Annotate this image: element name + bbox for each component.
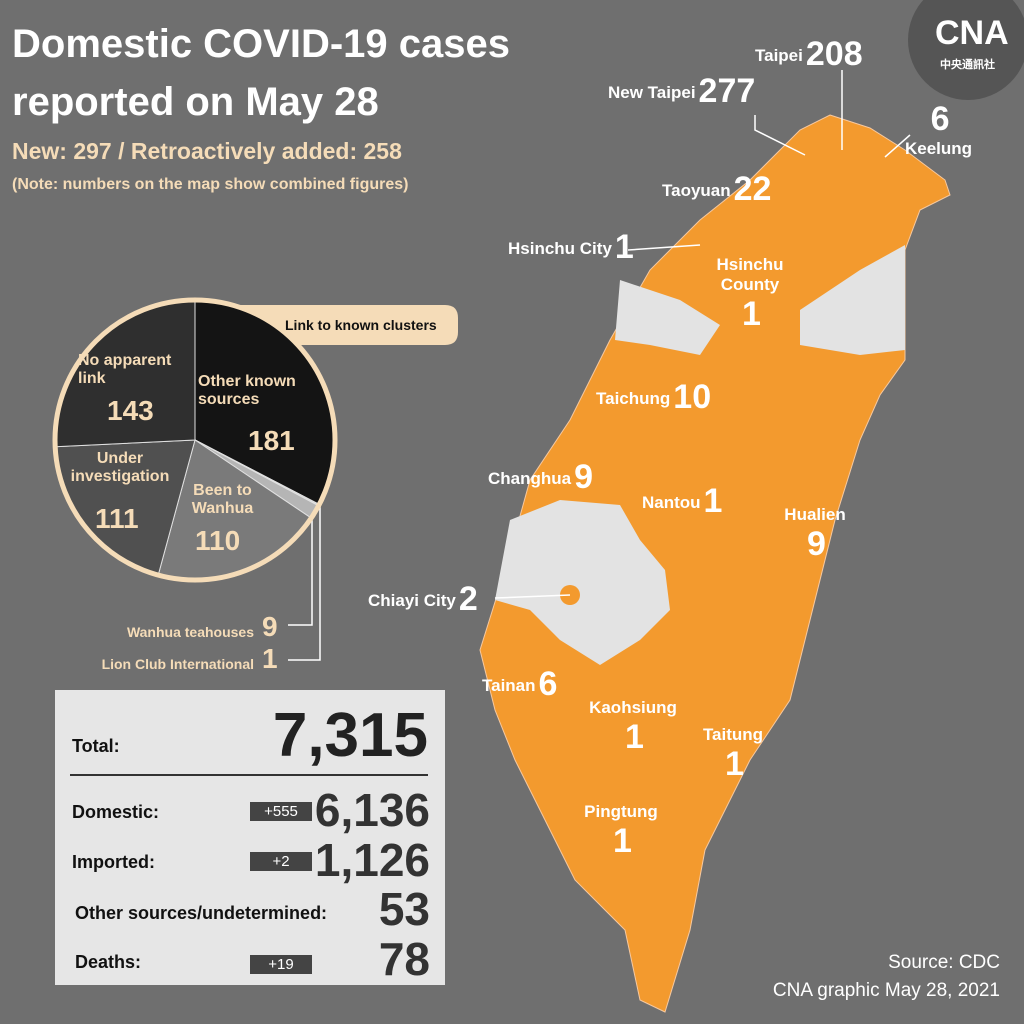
region-count: 9 bbox=[807, 525, 826, 563]
region-name: Hualien bbox=[784, 505, 846, 524]
slice-value: 1 bbox=[262, 643, 278, 674]
row-change: +19 bbox=[250, 955, 312, 974]
region-name: Tainan bbox=[482, 676, 536, 695]
row-change: +2 bbox=[250, 852, 312, 871]
region-count: 9 bbox=[574, 458, 594, 496]
region-count: 208 bbox=[805, 35, 863, 73]
region-count: 1 bbox=[614, 228, 634, 266]
region-count: 10 bbox=[673, 378, 712, 416]
region-label: Taoyuan22 bbox=[662, 170, 771, 209]
region-count: 277 bbox=[698, 72, 756, 110]
slice-value: 111 bbox=[95, 503, 139, 534]
row-label: Deaths: bbox=[75, 952, 142, 972]
total-value: 7,315 bbox=[272, 701, 428, 770]
region-name: Pingtung bbox=[584, 802, 658, 821]
row-label: Domestic: bbox=[72, 802, 160, 822]
region-name: Changhua bbox=[488, 469, 572, 488]
region-name: Hsinchu City bbox=[508, 239, 612, 258]
logo-bg bbox=[908, 0, 1024, 100]
region-name: Hsinchu County bbox=[716, 255, 784, 294]
region-label: Taipei208 bbox=[755, 35, 863, 74]
annotation: Link to known clusters bbox=[285, 317, 437, 333]
row-label: Imported: bbox=[72, 852, 155, 872]
slice-value: 181 bbox=[248, 425, 295, 456]
slice-label: Wanhua teahouses bbox=[126, 624, 254, 640]
region-label: Nantou1 bbox=[642, 482, 722, 521]
title: Domestic COVID-19 cases bbox=[12, 22, 511, 66]
region-label: Taichung10 bbox=[596, 378, 711, 417]
region-count: 22 bbox=[733, 170, 772, 208]
region-label: Taitung 1 bbox=[688, 725, 778, 784]
no-case-area bbox=[615, 280, 720, 355]
region-name: Kaohsiung bbox=[589, 698, 677, 717]
slice-label: Other known sources bbox=[198, 373, 296, 408]
slice-value: 143 bbox=[107, 395, 154, 426]
region-count: 1 bbox=[703, 482, 723, 520]
slice-value: 110 bbox=[195, 525, 241, 556]
slice-label: Under investigation bbox=[70, 450, 170, 485]
title: reported on May 28 bbox=[12, 80, 379, 124]
row-value: 53 bbox=[378, 883, 430, 935]
region-name: Taitung bbox=[702, 725, 764, 744]
region-name: New Taipei bbox=[608, 83, 696, 102]
slice-value: 9 bbox=[262, 611, 278, 642]
region-label: Hsinchu County 1 bbox=[705, 255, 795, 334]
source: Source: CDC bbox=[888, 952, 1000, 973]
subtitle: New: 297 / Retroactively added: 258 bbox=[12, 138, 402, 164]
leader-lines bbox=[288, 70, 911, 661]
region-count: 1 bbox=[613, 822, 632, 860]
region-name: Nantou bbox=[642, 493, 701, 512]
region-label: Chiayi City2 bbox=[368, 580, 478, 619]
note: (Note: numbers on the map show combined … bbox=[12, 176, 409, 193]
region-label: 6 Keelung bbox=[905, 100, 972, 159]
slice-label: Lion Club International bbox=[101, 656, 254, 672]
region-count: 1 bbox=[625, 718, 644, 756]
logo-subtext: 中央通訊社 bbox=[940, 59, 995, 71]
region-name: Taichung bbox=[596, 389, 671, 408]
region-count: 1 bbox=[725, 745, 744, 783]
no-case-area bbox=[800, 245, 905, 355]
region-label: Changhua9 bbox=[488, 458, 593, 497]
row-value: 78 bbox=[378, 933, 430, 985]
region-name: Chiayi City bbox=[368, 591, 456, 610]
region-count: 6 bbox=[930, 100, 950, 138]
region-name: Taipei bbox=[755, 46, 803, 65]
region-name: Taoyuan bbox=[662, 181, 731, 200]
row-value: 6,136 bbox=[314, 784, 430, 836]
row-change: +555 bbox=[250, 802, 312, 821]
no-case-area bbox=[495, 500, 670, 665]
region-label: Hualien 9 bbox=[770, 505, 860, 564]
region-label: Kaohsiung 1 bbox=[588, 698, 678, 757]
slice-label: Been to Wanhua bbox=[191, 482, 254, 517]
total-label: Total: bbox=[72, 736, 120, 756]
region-label: Hsinchu City1 bbox=[508, 228, 634, 267]
row-label: Other sources/undetermined: bbox=[75, 903, 328, 923]
region-label: Tainan6 bbox=[482, 665, 557, 704]
pie-border bbox=[52, 297, 338, 583]
region-name: Keelung bbox=[905, 139, 973, 158]
region-label: Pingtung 1 bbox=[576, 802, 666, 861]
slice-label: No apparent link bbox=[78, 352, 172, 387]
summary-box bbox=[55, 690, 445, 985]
logo-text: CNA bbox=[935, 14, 1009, 52]
region-count: 1 bbox=[742, 295, 761, 333]
region-count: 6 bbox=[538, 665, 558, 703]
region-label: New Taipei277 bbox=[608, 72, 755, 111]
row-value: 1,126 bbox=[314, 834, 430, 886]
region-count: 2 bbox=[458, 580, 478, 618]
credit: CNA graphic May 28, 2021 bbox=[772, 980, 1000, 1001]
